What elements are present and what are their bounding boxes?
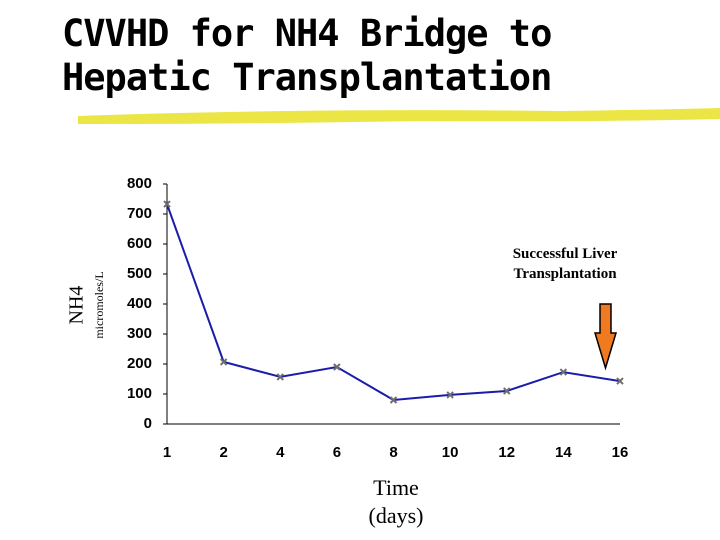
marker bbox=[559, 368, 568, 376]
x-tick-label: 14 bbox=[555, 444, 572, 461]
y-tick-label: 800 bbox=[127, 175, 152, 192]
marker bbox=[163, 200, 171, 208]
y-tick-label: 400 bbox=[127, 295, 152, 312]
marker bbox=[333, 363, 341, 371]
y-tick-label: 300 bbox=[127, 325, 152, 342]
x-tick-label: 1 bbox=[163, 444, 171, 461]
y-tick-label: 700 bbox=[127, 205, 152, 222]
y-tick-label: 500 bbox=[127, 265, 152, 282]
data-line bbox=[166, 203, 621, 402]
marker bbox=[276, 373, 284, 381]
y-tick-label: 600 bbox=[127, 235, 152, 252]
x-tick-label: 10 bbox=[442, 444, 459, 461]
y-tick-label: 100 bbox=[127, 385, 152, 402]
y-tick-label: 0 bbox=[144, 415, 152, 432]
y-axis-title: NH4 bbox=[66, 286, 88, 325]
x-tick-label: 8 bbox=[389, 444, 397, 461]
marker bbox=[219, 358, 228, 366]
marker bbox=[446, 391, 454, 399]
marker bbox=[503, 387, 511, 395]
x-tick-label: 4 bbox=[276, 444, 285, 461]
y-tick-label: 200 bbox=[127, 355, 152, 372]
x-tick-label: 16 bbox=[612, 444, 629, 461]
x-tick-label: 12 bbox=[498, 444, 515, 461]
slide-title: CVVHD for NH4 Bridge to Hepatic Transpla… bbox=[62, 12, 552, 99]
annotation: Successful Liver Transplantation bbox=[512, 246, 618, 282]
marker bbox=[616, 377, 624, 385]
transplant-arrow bbox=[593, 303, 618, 371]
title-underline bbox=[78, 108, 720, 124]
marker bbox=[389, 396, 398, 404]
y-axis-unit: micromoles/L bbox=[92, 271, 106, 338]
x-tick-label: 6 bbox=[333, 444, 341, 461]
x-axis-title: Time (days) bbox=[368, 475, 424, 528]
x-tick-label: 2 bbox=[219, 444, 227, 461]
